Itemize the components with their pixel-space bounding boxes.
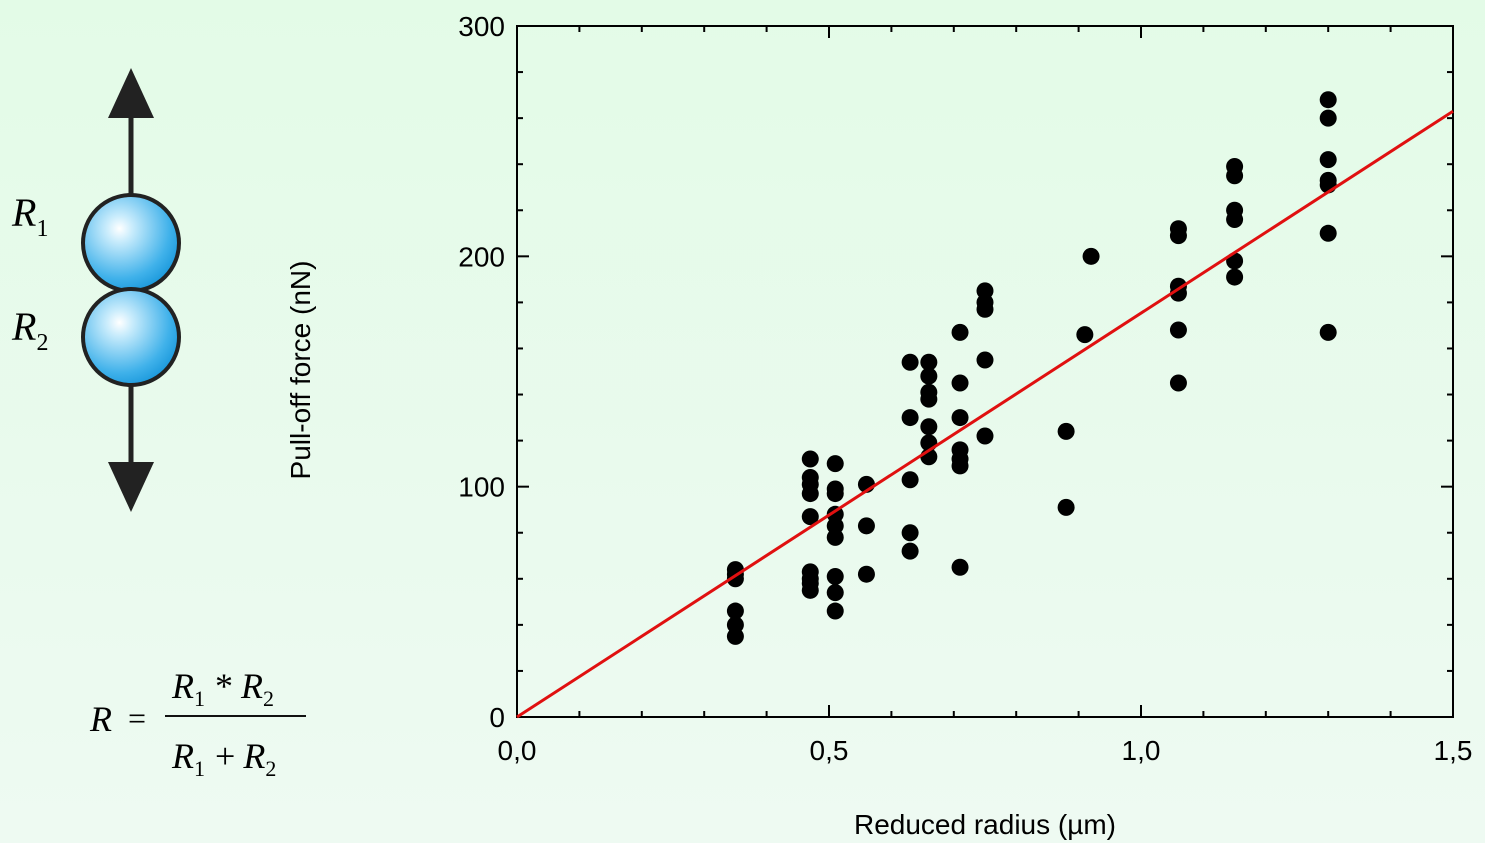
data-point <box>976 351 994 369</box>
formula-numerator: R1 * R2 <box>171 666 274 711</box>
data-point <box>826 602 844 620</box>
y-axis-label: Pull-off force (nN) <box>285 261 316 480</box>
arrow-down-icon <box>108 462 154 512</box>
sphere-top <box>81 193 181 293</box>
data-point <box>726 627 744 645</box>
x-axis-label: Reduced radius (µm) <box>854 809 1116 840</box>
formula-lhs: R <box>89 699 112 739</box>
data-point <box>826 528 844 546</box>
data-point <box>951 323 969 341</box>
data-point <box>901 353 919 371</box>
data-point <box>920 418 938 436</box>
data-point <box>1226 268 1244 286</box>
data-point <box>801 485 819 503</box>
reduced-radius-formula: R = R1 * R2 R1 + R2 <box>89 666 306 781</box>
axis-ticks <box>516 25 1454 718</box>
data-point <box>1319 151 1337 169</box>
data-point <box>901 524 919 542</box>
data-point <box>920 390 938 408</box>
data-point <box>857 565 875 583</box>
data-point <box>857 517 875 535</box>
data-point <box>826 485 844 503</box>
y-tick-label: 300 <box>458 11 505 42</box>
data-point <box>901 409 919 427</box>
data-point <box>951 558 969 576</box>
data-point <box>1076 326 1094 344</box>
data-point <box>976 300 994 318</box>
x-tick-label: 0,5 <box>810 735 849 766</box>
data-point <box>1057 422 1075 440</box>
data-point <box>801 450 819 468</box>
arrow-up-icon <box>108 68 154 118</box>
data-point <box>1226 167 1244 185</box>
data-points <box>726 91 1337 645</box>
data-point <box>1082 247 1100 265</box>
data-point <box>901 542 919 560</box>
data-point <box>801 581 819 599</box>
data-point <box>951 457 969 475</box>
y-tick-label: 100 <box>458 472 505 503</box>
data-point <box>1169 374 1187 392</box>
data-point <box>1319 109 1337 127</box>
y-tick-label: 0 <box>489 702 505 733</box>
data-point <box>801 508 819 526</box>
data-point <box>951 409 969 427</box>
sphere1-label: R1 <box>11 190 48 242</box>
data-point <box>901 471 919 489</box>
data-point <box>1319 91 1337 109</box>
data-point <box>1169 227 1187 245</box>
axis-tick-labels: 0,0 0,5 1,0 1,5 0 100 200 300 <box>458 11 1472 766</box>
x-tick-label: 0,0 <box>498 735 537 766</box>
data-point <box>826 584 844 602</box>
data-point <box>976 427 994 445</box>
scatter-chart: 0,0 0,5 1,0 1,5 0 100 200 300 Reduced radius (µ… <box>285 11 1472 840</box>
sphere2-label: R2 <box>11 304 48 356</box>
data-point <box>1169 321 1187 339</box>
fit-line <box>516 109 1454 719</box>
data-point <box>951 374 969 392</box>
sphere-schematic: R1 R2 <box>11 68 181 512</box>
data-point <box>1226 210 1244 228</box>
y-tick-label: 200 <box>458 241 505 272</box>
data-point <box>826 567 844 585</box>
data-point <box>826 455 844 473</box>
plot-frame <box>516 25 1454 718</box>
data-point <box>1057 498 1075 516</box>
data-point <box>920 353 938 371</box>
data-point <box>920 367 938 385</box>
data-point <box>1319 323 1337 341</box>
formula-equals: = <box>128 700 146 736</box>
data-point <box>1319 224 1337 242</box>
x-tick-label: 1,0 <box>1122 735 1161 766</box>
x-tick-label: 1,5 <box>1434 735 1473 766</box>
data-point <box>726 602 744 620</box>
sphere-bottom <box>81 287 181 387</box>
data-point <box>1169 284 1187 302</box>
formula-denominator: R1 + R2 <box>171 736 276 781</box>
